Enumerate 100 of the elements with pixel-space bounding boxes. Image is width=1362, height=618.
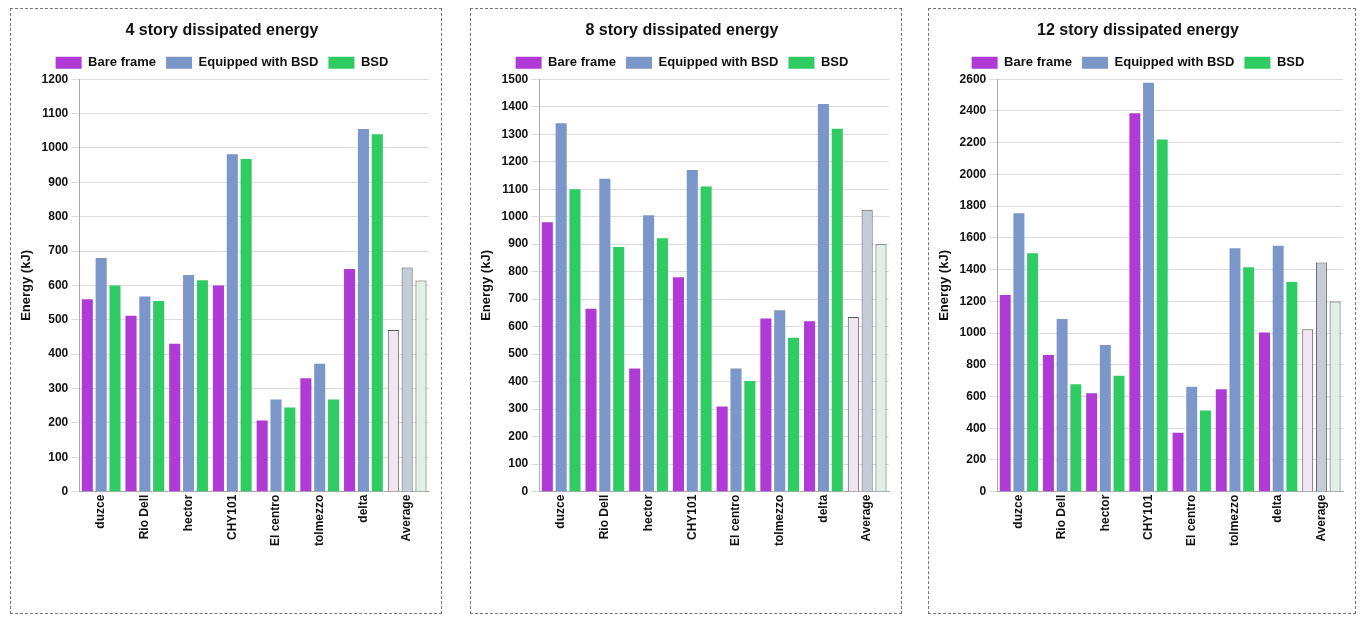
legend-label: Equipped with BSD	[198, 54, 319, 70]
x-tick-label: delta	[1270, 494, 1285, 523]
y-tick-label: 200	[966, 452, 987, 467]
bar	[256, 420, 268, 492]
x-tick-label: hector	[180, 494, 195, 532]
bar	[1070, 384, 1082, 492]
bar	[183, 275, 195, 492]
legend-label: BSD	[360, 54, 389, 70]
bar	[1156, 139, 1168, 492]
x-tick-label: El centro	[728, 494, 743, 547]
y-tick-label: 2200	[959, 134, 987, 149]
y-tick-label: 900	[508, 236, 529, 251]
bar	[1027, 253, 1039, 492]
y-tick-label: 300	[508, 401, 529, 416]
bar	[1099, 345, 1111, 492]
bar	[585, 308, 597, 492]
x-tick-label: Average	[859, 494, 874, 542]
y-tick-label: 400	[48, 346, 69, 361]
bar	[1186, 386, 1198, 492]
bar	[1172, 432, 1184, 492]
bar	[344, 268, 356, 492]
y-tick-label: 300	[48, 380, 69, 395]
bar	[81, 299, 93, 492]
bar	[125, 315, 137, 492]
bar	[686, 169, 698, 492]
bar	[1286, 282, 1298, 492]
y-tick-label: 100	[48, 449, 69, 464]
y-tick-label: 1100	[502, 181, 529, 196]
y-tick-label: 1000	[501, 209, 529, 223]
bar	[1056, 318, 1068, 492]
x-tick-label: delta	[815, 494, 830, 523]
y-tick-label: 2600	[959, 71, 987, 86]
y-tick-label: 700	[48, 243, 69, 258]
bar	[700, 186, 712, 492]
bar	[1272, 245, 1284, 492]
y-tick-label: 1200	[959, 293, 987, 308]
bar	[1042, 354, 1054, 492]
bar	[1113, 375, 1125, 492]
y-tick-label: 400	[966, 420, 987, 435]
bar	[328, 399, 340, 492]
bar	[1143, 82, 1155, 492]
bar	[760, 318, 772, 492]
y-axis-title: Energy (kJ)	[478, 250, 494, 321]
bar	[371, 134, 383, 492]
y-tick-label: 1100	[42, 105, 69, 120]
y-tick-label: 700	[508, 291, 529, 306]
chart-title: 12 story dissipated energy	[1037, 21, 1240, 39]
bar	[672, 277, 684, 492]
chart-title: 8 story dissipated energy	[585, 21, 779, 39]
x-tick-label: tolmezzo	[312, 494, 327, 546]
bar	[1129, 113, 1141, 492]
y-tick-label: 500	[508, 346, 529, 361]
y-tick-label: 500	[48, 312, 69, 327]
y-tick-label: 100	[508, 456, 529, 471]
bar	[656, 238, 668, 492]
y-tick-label: 0	[979, 483, 987, 498]
chart-title: 4 story dissipated energy	[125, 21, 319, 39]
y-axis-title: Energy (kJ)	[936, 250, 952, 321]
x-tick-label: Rio Dell	[597, 494, 612, 540]
y-tick-label: 1000	[41, 140, 69, 155]
x-tick-label: Rio Dell	[1054, 494, 1069, 540]
bar	[599, 178, 611, 492]
bar	[831, 128, 843, 492]
y-tick-label: 1400	[501, 99, 529, 114]
bar	[1013, 213, 1025, 492]
y-tick-label: 1600	[959, 230, 987, 245]
y-tick-label: 1000	[959, 325, 987, 340]
bar	[555, 123, 567, 492]
bar	[1086, 393, 1098, 492]
bar	[774, 310, 786, 492]
y-tick-label: 200	[48, 415, 69, 430]
bar	[169, 343, 181, 492]
y-tick-label: 1200	[41, 71, 69, 86]
bar	[569, 189, 581, 492]
y-tick-label: 600	[48, 277, 69, 292]
bar	[1229, 248, 1241, 492]
x-tick-label: CHY101	[1140, 494, 1155, 541]
y-tick-label: 800	[508, 263, 529, 278]
y-tick-label: 800	[48, 209, 69, 223]
y-tick-label: 0	[61, 483, 69, 498]
y-tick-label: 900	[48, 174, 69, 189]
bar	[730, 368, 742, 492]
x-tick-label: hector	[1097, 494, 1112, 532]
y-axis-title: Energy (kJ)	[18, 250, 34, 321]
x-tick-label: duzce	[553, 494, 568, 529]
bar	[629, 368, 641, 492]
x-tick-label: Rio Dell	[137, 494, 152, 540]
legend-label: BSD	[1276, 54, 1305, 70]
legend-label: BSD	[820, 54, 849, 70]
bar	[240, 158, 252, 492]
bar	[226, 154, 238, 492]
legend-label: Bare frame	[548, 54, 617, 70]
bar	[196, 280, 208, 492]
x-tick-label: El centro	[268, 494, 283, 547]
legend-label: Equipped with BSD	[1114, 54, 1235, 70]
x-tick-label: Average	[399, 494, 414, 542]
bar	[613, 246, 625, 492]
x-tick-label: tolmezzo	[1227, 494, 1242, 546]
bar	[1243, 267, 1255, 492]
y-tick-label: 1500	[501, 71, 529, 86]
